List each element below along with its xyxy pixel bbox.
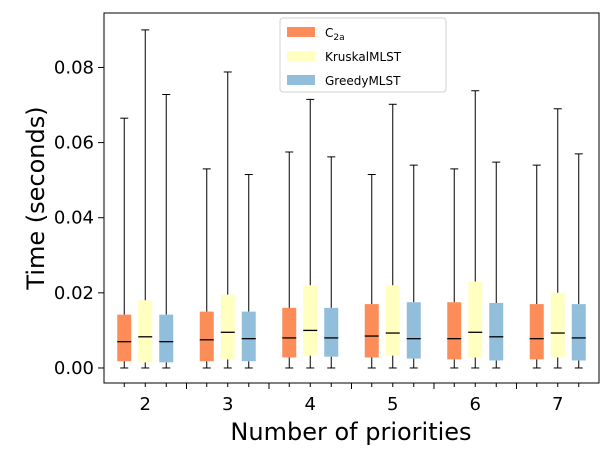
- box-body: [117, 314, 132, 362]
- box-body: [406, 302, 421, 359]
- legend: C2a KruskalMLST GreedyMLST: [279, 17, 447, 93]
- box-body: [138, 300, 153, 363]
- box-body: [159, 314, 174, 363]
- y-tick-label: 0.02: [54, 283, 94, 304]
- x-tick-label: 7: [552, 394, 563, 415]
- box-body: [199, 311, 214, 362]
- box-GreedyMLST-5: [406, 164, 421, 369]
- legend-swatch-C2a: [287, 27, 315, 37]
- box-KruskalMLST-3: [220, 71, 235, 369]
- box-body: [220, 294, 235, 360]
- legend-frame: [279, 17, 447, 93]
- y-tick-label: 0.06: [54, 133, 94, 154]
- box-C2a-3: [199, 168, 214, 369]
- box-body: [385, 285, 400, 356]
- box-KruskalMLST-4: [303, 98, 318, 369]
- legend-swatch-GreedyMLST: [287, 75, 315, 85]
- box-body: [447, 302, 462, 360]
- boxes-layer: [117, 29, 586, 369]
- legend-label-main: GreedyMLST: [325, 74, 401, 88]
- box-KruskalMLST-5: [385, 103, 400, 369]
- x-tick-label: 5: [387, 394, 398, 415]
- y-axis: 0.00 0.02 0.04 0.06 0.08: [54, 57, 104, 379]
- box-C2a-6: [447, 168, 462, 369]
- box-body: [550, 292, 565, 358]
- box-body: [529, 304, 544, 360]
- box-KruskalMLST-2: [138, 29, 153, 369]
- box-C2a-2: [117, 117, 132, 369]
- x-tick-label: 6: [470, 394, 481, 415]
- box-body: [571, 304, 586, 361]
- box-body: [241, 311, 256, 362]
- legend-label-GreedyMLST: GreedyMLST: [325, 74, 401, 88]
- box-C2a-4: [282, 151, 297, 369]
- box-C2a-5: [364, 174, 379, 369]
- box-body: [282, 307, 297, 358]
- box-body: [324, 307, 339, 357]
- legend-label-subscript: 2a: [333, 33, 344, 43]
- box-GreedyMLST-3: [241, 174, 256, 369]
- y-tick-label: 0.00: [54, 358, 94, 379]
- box-KruskalMLST-7: [550, 108, 565, 369]
- box-body: [364, 304, 379, 358]
- legend-label-KruskalMLST: KruskalMLST: [325, 50, 402, 64]
- y-tick-label: 0.08: [54, 57, 94, 78]
- x-tick-label: 2: [140, 394, 151, 415]
- box-body: [468, 281, 483, 358]
- x-axis: 2 3 4 5 6 7: [123, 383, 580, 415]
- legend-label-main: KruskalMLST: [325, 50, 402, 64]
- legend-swatch-KruskalMLST: [287, 51, 315, 61]
- box-GreedyMLST-4: [324, 156, 339, 369]
- box-KruskalMLST-6: [468, 90, 483, 369]
- box-GreedyMLST-7: [571, 153, 586, 369]
- x-tick-label: 3: [222, 394, 233, 415]
- legend-label-C2a: C2a: [325, 26, 345, 43]
- y-tick-label: 0.04: [54, 208, 94, 229]
- x-axis-label: Number of priorities: [230, 418, 471, 446]
- box-GreedyMLST-6: [489, 161, 504, 369]
- x-tick-label: 4: [305, 394, 316, 415]
- box-body: [303, 285, 318, 356]
- box-GreedyMLST-2: [159, 94, 174, 369]
- y-axis-label: Time (seconds): [22, 106, 50, 290]
- box-C2a-7: [529, 164, 544, 369]
- box-body: [489, 302, 504, 361]
- legend-label-main: C: [325, 26, 333, 40]
